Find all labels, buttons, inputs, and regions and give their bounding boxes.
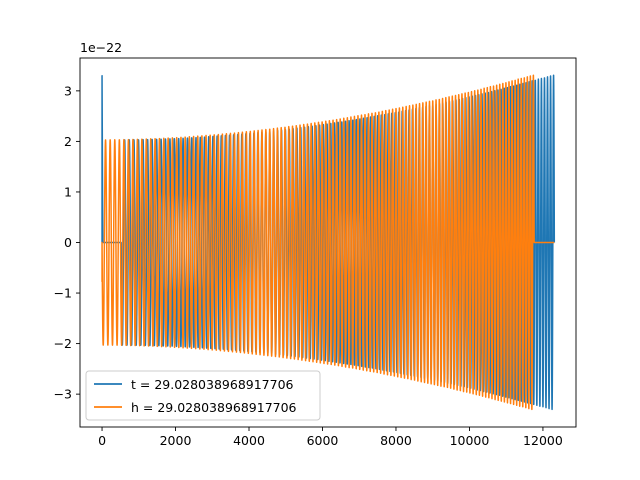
y-tick-label: 3 [64, 83, 72, 98]
x-tick-label: 0 [98, 433, 106, 448]
series-layer [101, 74, 556, 411]
legend-frame [85, 370, 321, 421]
x-tick-label: 12000 [523, 433, 563, 448]
x-tick-label: 8000 [380, 433, 412, 448]
y-tick-label: 1 [64, 184, 72, 199]
y-tick-label: 2 [64, 134, 72, 149]
legend-label-h: h = 29.028038968917706 [131, 400, 297, 415]
y-tick-label: 0 [64, 235, 72, 250]
plot-area [101, 74, 556, 411]
legend-label-t: t = 29.028038968917706 [131, 377, 294, 392]
axes: 0 2000 4000 6000 8000 10000 12000 −3 −2 −1 0 1 2 3 [54, 57, 577, 448]
y-tick-label: −1 [54, 286, 72, 301]
x-tick-label: 2000 [160, 433, 192, 448]
y-tick-label: −2 [54, 336, 72, 351]
x-tick-label: 4000 [233, 433, 265, 448]
x-tick-label: 10000 [450, 433, 490, 448]
series-line-h [101, 74, 555, 411]
y-offset-label: 1e−22 [80, 40, 122, 55]
legend[interactable]: t = 29.028038968917706 h = 29.0280389689… [85, 370, 321, 421]
x-tick-label: 6000 [307, 433, 339, 448]
y-tick-label: −3 [54, 387, 72, 402]
